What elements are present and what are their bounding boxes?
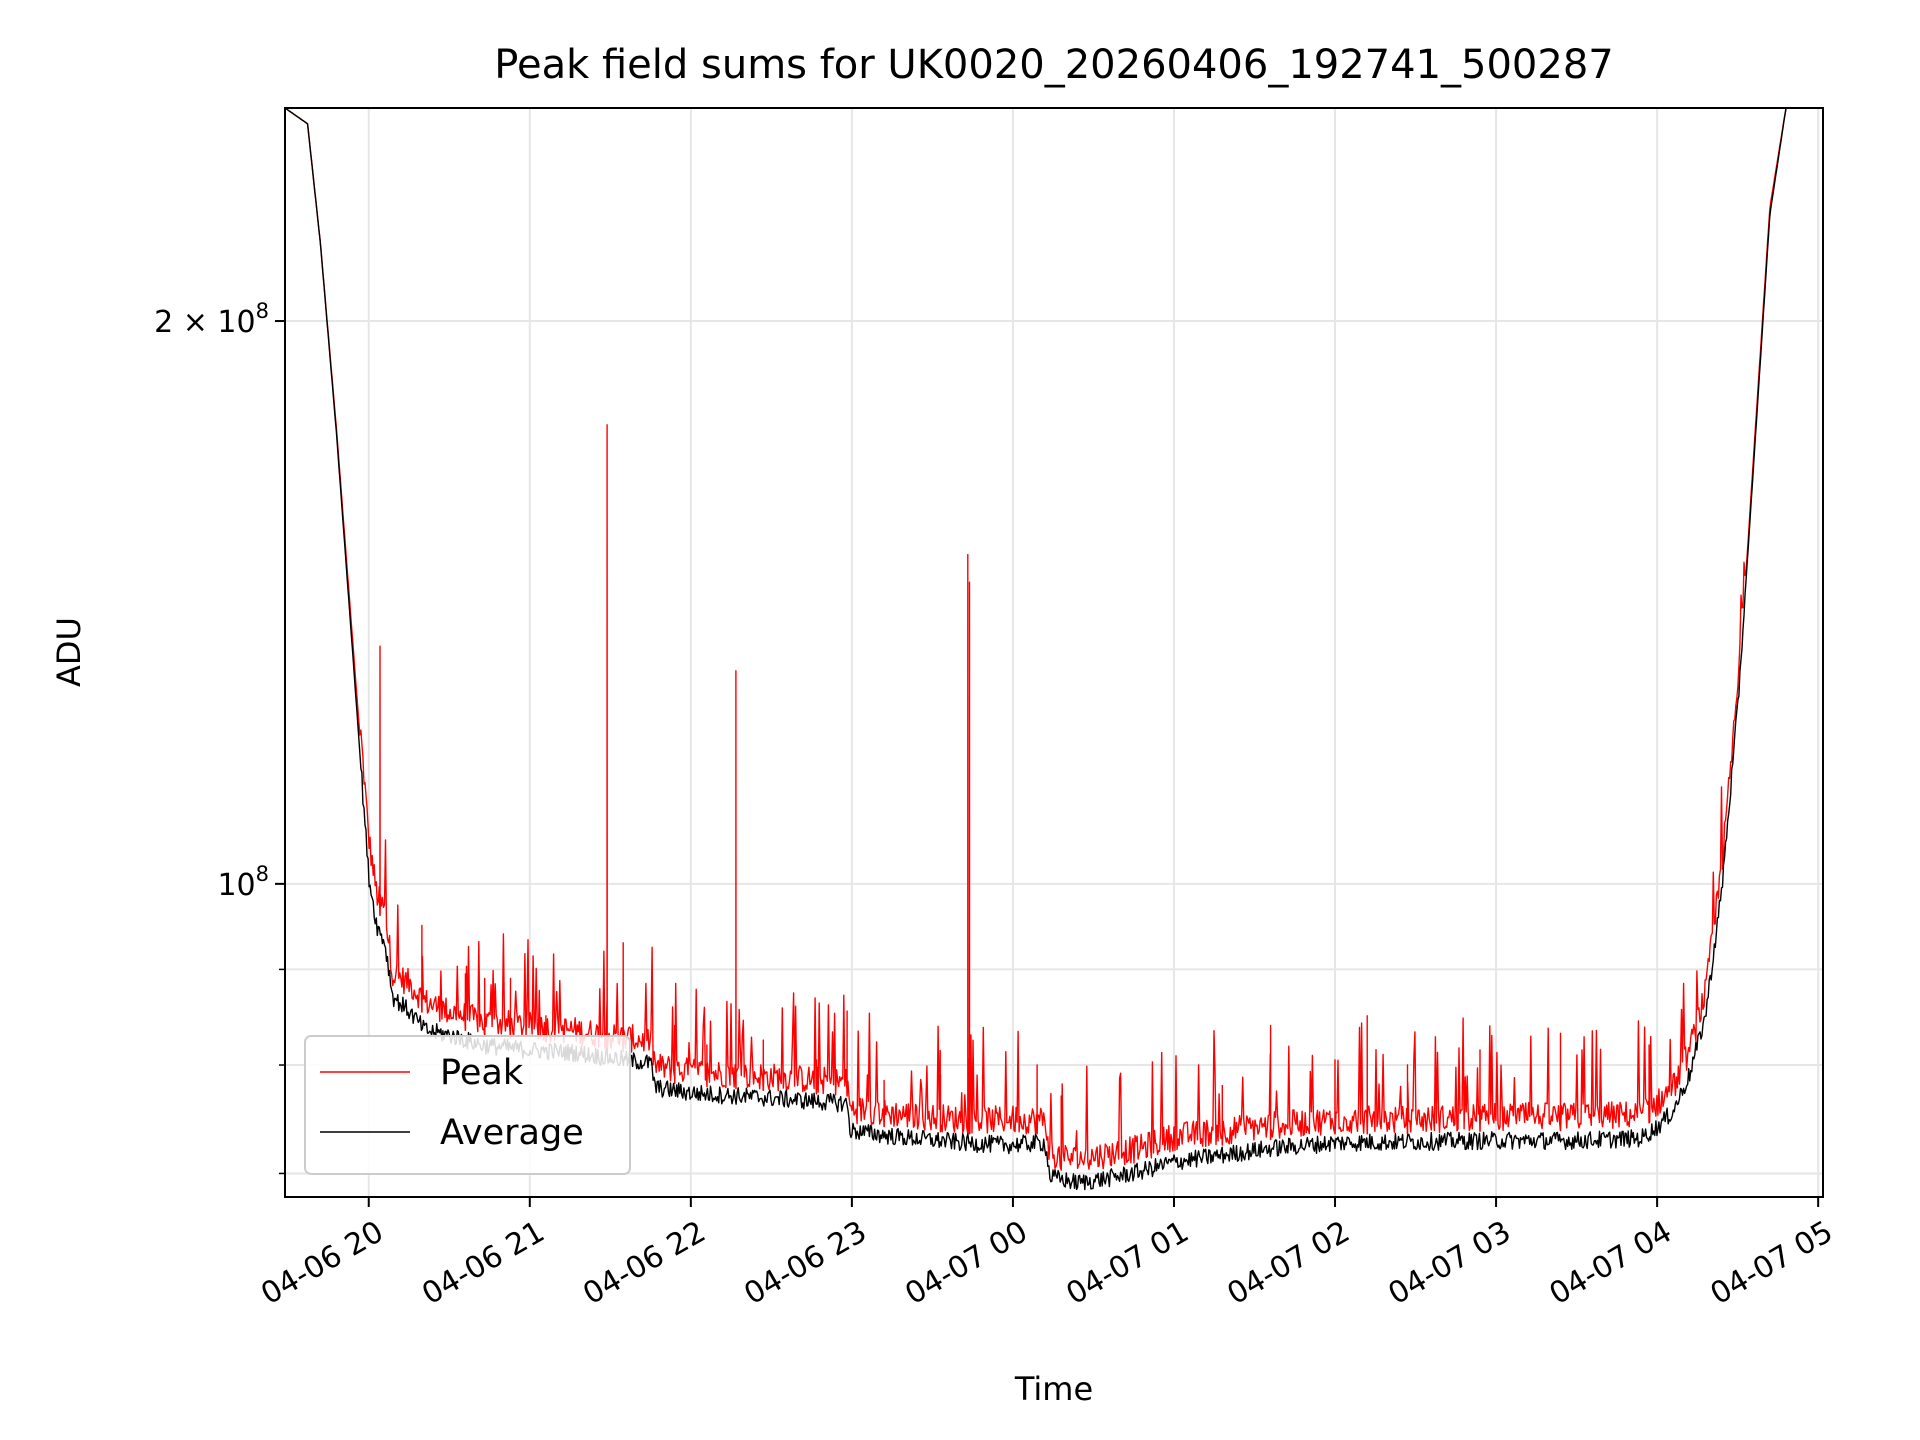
legend-label-peak: Peak: [440, 1053, 524, 1093]
legend-box: [304, 1035, 631, 1175]
y-axis-label: ADU: [50, 617, 88, 687]
x-axis-label: Time: [1014, 1370, 1093, 1408]
plot-frame: [284, 107, 1824, 1198]
chart-title: Peak field sums for UK0020_20260406_1927…: [494, 42, 1613, 88]
legend-label-average: Average: [440, 1113, 584, 1153]
legend: Peak Average: [304, 1035, 631, 1175]
y-tick-label: 2 × 108: [154, 299, 269, 340]
y-tick-label: 108: [217, 862, 269, 903]
